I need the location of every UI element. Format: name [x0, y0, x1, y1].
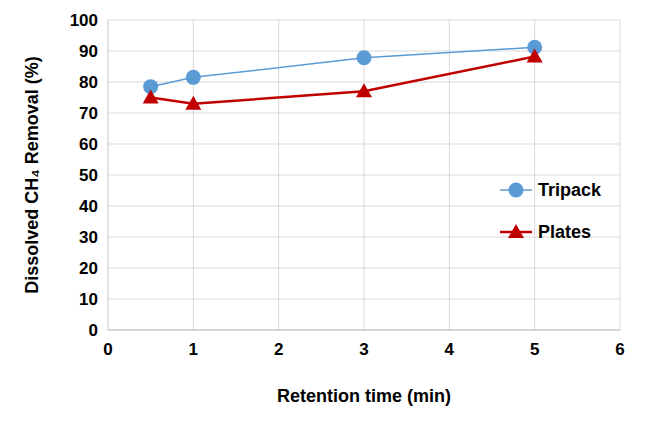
y-tick-label: 60 — [79, 135, 98, 154]
x-grid-line — [278, 20, 279, 330]
x-tick-label: 1 — [189, 340, 198, 359]
data-point — [186, 70, 201, 85]
chart: 0 10 20 30 40 50 60 70 80 90 100 0 1 2 3 4 5 6 Retention t… — [0, 0, 666, 426]
y-tick-label: 100 — [70, 11, 98, 30]
x-tick-label: 0 — [103, 340, 112, 359]
data-group — [143, 40, 543, 110]
data-point — [185, 96, 201, 110]
y-tick-label: 80 — [79, 73, 98, 92]
legend-marker — [509, 183, 524, 198]
data-point — [357, 50, 372, 65]
y-tick-label: 20 — [79, 259, 98, 278]
x-axis — [108, 330, 620, 331]
data-point — [143, 90, 159, 104]
legend: Tripack Plates — [500, 180, 602, 242]
y-tick-label: 10 — [79, 290, 98, 309]
x-grid-line — [620, 20, 621, 330]
data-point — [356, 83, 372, 97]
x-grid-line — [193, 20, 194, 330]
legend-label: Tripack — [538, 180, 602, 200]
x-axis-label: Retention time (min) — [277, 386, 451, 406]
y-tick-label: 30 — [79, 228, 98, 247]
y-axis — [108, 20, 109, 330]
y-axis-label: Dissolved CH₄ Removal (%) — [22, 56, 42, 294]
y-tick-label: 70 — [79, 104, 98, 123]
x-grid-line — [534, 20, 535, 330]
series-line — [151, 57, 535, 104]
x-tick-label: 2 — [274, 340, 283, 359]
x-grid-line — [364, 20, 365, 330]
x-tick-label: 5 — [530, 340, 539, 359]
x-tick-label: 6 — [615, 340, 624, 359]
y-tick-label: 90 — [79, 42, 98, 61]
x-grid-line — [108, 20, 109, 330]
data-point — [527, 49, 543, 63]
legend-label: Plates — [538, 222, 591, 242]
series-line — [151, 47, 535, 86]
legend-marker — [508, 224, 524, 238]
x-grid-line — [449, 20, 450, 330]
x-tick-label: 4 — [445, 340, 455, 359]
y-tick-label: 40 — [79, 197, 98, 216]
chart-container: 0 10 20 30 40 50 60 70 80 90 100 0 1 2 3 4 5 6 Retention t… — [0, 0, 666, 426]
y-tick-label: 0 — [89, 321, 98, 340]
y-grid-line — [108, 330, 620, 331]
x-tick-label: 3 — [359, 340, 368, 359]
y-tick-label: 50 — [79, 166, 98, 185]
